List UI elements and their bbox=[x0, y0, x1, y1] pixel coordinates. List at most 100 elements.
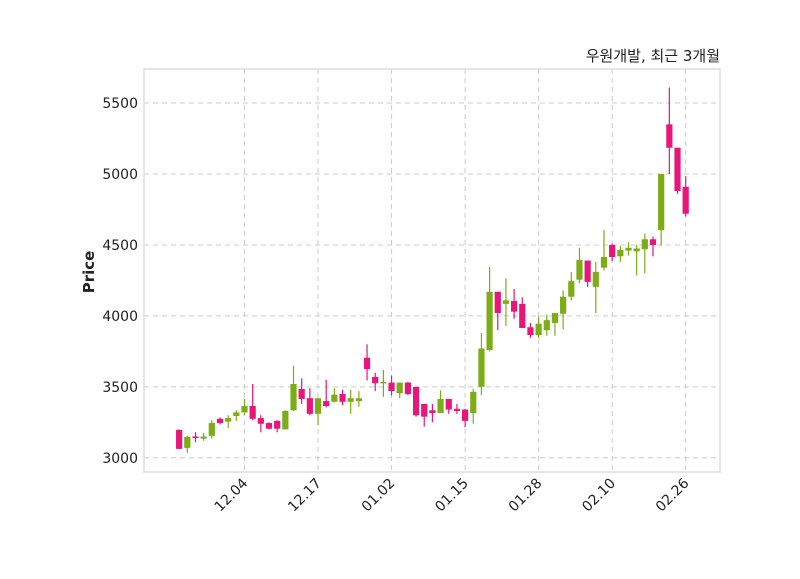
candle-body bbox=[282, 410, 289, 430]
candle bbox=[200, 432, 207, 441]
y-tick-label: 3500 bbox=[102, 380, 138, 396]
candle bbox=[535, 316, 542, 338]
candle bbox=[584, 260, 591, 287]
candle bbox=[257, 415, 264, 433]
candle bbox=[176, 429, 183, 450]
x-tick-label: 12.17 bbox=[285, 476, 325, 516]
candle bbox=[233, 410, 240, 421]
candle-body bbox=[290, 384, 297, 411]
candle bbox=[551, 313, 559, 336]
candle-body bbox=[511, 301, 518, 312]
x-tick-label: 01.28 bbox=[506, 476, 546, 516]
candle-body bbox=[576, 259, 583, 280]
candle-body bbox=[298, 388, 305, 399]
candle bbox=[519, 297, 526, 328]
candle-body bbox=[257, 418, 264, 424]
candle bbox=[396, 382, 403, 399]
candle-body bbox=[265, 423, 273, 429]
candle-body bbox=[617, 249, 624, 257]
candle-body bbox=[192, 436, 199, 439]
candle bbox=[649, 236, 657, 257]
candle-body bbox=[176, 429, 183, 449]
chart-title: 우원개발, 최근 3개월 bbox=[586, 47, 720, 65]
candle bbox=[576, 247, 583, 284]
candle bbox=[429, 403, 436, 423]
candle bbox=[437, 390, 444, 414]
candle-body bbox=[641, 239, 648, 250]
candle bbox=[306, 388, 313, 416]
candle-body bbox=[584, 260, 591, 282]
candle-body bbox=[666, 124, 673, 148]
candle-body bbox=[502, 300, 510, 304]
candle bbox=[380, 369, 387, 397]
candle-body bbox=[437, 398, 444, 414]
candle-body bbox=[649, 239, 657, 245]
candle bbox=[265, 422, 273, 430]
candle bbox=[445, 398, 452, 414]
candle-body bbox=[551, 313, 559, 324]
candle-body bbox=[314, 398, 322, 414]
y-tick-labels: 3000 3500 4000 4500 5000 5500 bbox=[102, 96, 138, 467]
candle-body bbox=[445, 398, 452, 410]
candle bbox=[625, 242, 632, 256]
candle-body bbox=[355, 398, 362, 402]
candle bbox=[388, 375, 395, 396]
x-tick-label: 01.15 bbox=[432, 476, 472, 516]
candle bbox=[527, 323, 534, 338]
candle bbox=[560, 290, 567, 330]
candle-body bbox=[339, 393, 346, 402]
candle-body bbox=[527, 327, 534, 336]
candle bbox=[323, 379, 330, 408]
y-axis-label: Price bbox=[80, 251, 98, 294]
candle-body bbox=[674, 147, 681, 192]
candle-body bbox=[592, 271, 599, 287]
candle bbox=[682, 176, 689, 217]
candle bbox=[339, 389, 346, 406]
y-tick-label: 4500 bbox=[102, 238, 138, 254]
candle-body bbox=[658, 174, 665, 231]
candle bbox=[355, 391, 362, 407]
candle-body bbox=[396, 382, 403, 394]
candle bbox=[502, 278, 510, 326]
candle-body bbox=[600, 257, 608, 268]
candle bbox=[282, 410, 289, 430]
candle bbox=[674, 147, 681, 194]
x-tick-label: 12.04 bbox=[212, 475, 252, 515]
candle bbox=[461, 408, 469, 428]
candle-body bbox=[609, 244, 616, 258]
candle-body bbox=[380, 381, 387, 384]
candle bbox=[600, 230, 608, 271]
candle bbox=[241, 398, 248, 416]
candle-body bbox=[372, 376, 379, 384]
candle bbox=[184, 435, 191, 453]
plot-frame bbox=[143, 68, 721, 473]
candle-body bbox=[184, 436, 191, 448]
candle-body bbox=[453, 408, 461, 411]
candle-body bbox=[478, 348, 485, 387]
candle bbox=[249, 384, 256, 421]
candle bbox=[347, 389, 354, 414]
candles bbox=[176, 87, 689, 453]
candle bbox=[658, 174, 665, 246]
candle bbox=[331, 388, 338, 403]
candle-body bbox=[633, 248, 640, 252]
candle-body bbox=[461, 409, 469, 421]
candle-body bbox=[233, 412, 240, 416]
candle-body bbox=[347, 398, 354, 402]
candle-body bbox=[323, 401, 330, 407]
candle-body bbox=[274, 420, 281, 429]
candle bbox=[208, 420, 215, 439]
y-tick-label: 4000 bbox=[102, 309, 138, 325]
candle bbox=[274, 420, 281, 433]
candle bbox=[363, 344, 371, 381]
candle-body bbox=[625, 247, 632, 251]
candle bbox=[298, 378, 305, 404]
x-tick-labels: 12.04 12.17 01.02 01.15 01.28 02.10 02.26 bbox=[212, 475, 693, 515]
candle-body bbox=[412, 386, 420, 416]
candle-body bbox=[486, 291, 493, 350]
candle bbox=[225, 415, 232, 429]
grid-lines bbox=[144, 69, 720, 472]
candle-body bbox=[404, 382, 411, 394]
candle-body bbox=[249, 406, 256, 419]
